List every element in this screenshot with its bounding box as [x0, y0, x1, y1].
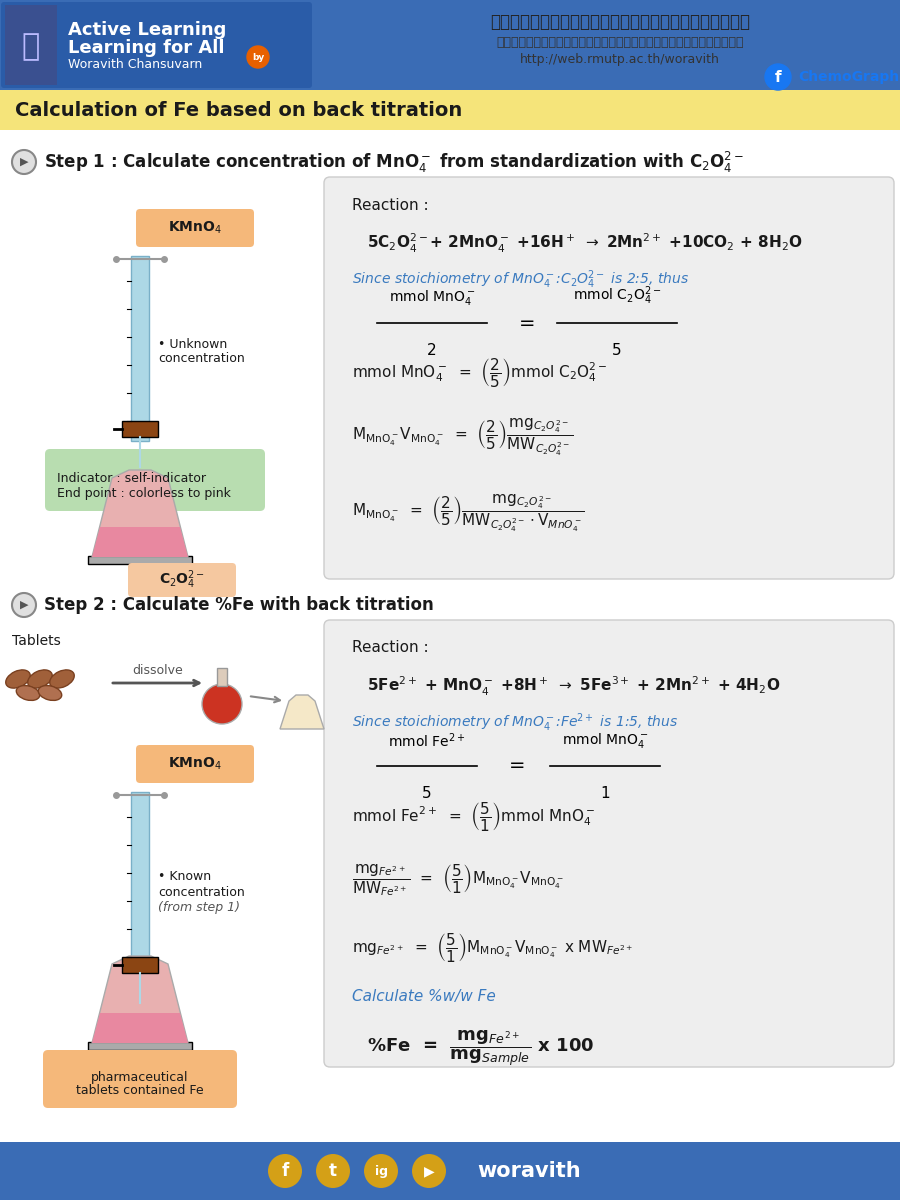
Circle shape	[247, 46, 269, 68]
Text: dissolve: dissolve	[132, 664, 184, 677]
Text: 1: 1	[600, 786, 610, 802]
Polygon shape	[92, 527, 188, 557]
Text: Step 1 : Calculate concentration of MnO$_4^-$ from standardization with C$_2$O$_: Step 1 : Calculate concentration of MnO$…	[44, 150, 744, 174]
Circle shape	[12, 593, 36, 617]
Ellipse shape	[412, 1154, 446, 1188]
Text: by: by	[252, 53, 264, 61]
Circle shape	[765, 64, 791, 90]
Text: คณะวิทยาศาสตร์และเทคโนโลยี: คณะวิทยาศาสตร์และเทคโนโลยี	[490, 13, 750, 31]
Ellipse shape	[39, 685, 62, 701]
Text: • Unknown: • Unknown	[158, 337, 227, 350]
Text: C$_2$O$_4^{2-}$: C$_2$O$_4^{2-}$	[159, 569, 205, 592]
Text: $\dfrac{\mathregular{mg}_{Fe^{2+}}}{\mathregular{MW}_{Fe^{2+}}}$  =  $\left(\dfr: $\dfrac{\mathregular{mg}_{Fe^{2+}}}{\mat…	[352, 862, 564, 898]
Text: =: =	[508, 756, 526, 775]
Text: Reaction :: Reaction :	[352, 641, 428, 655]
Ellipse shape	[50, 670, 75, 688]
Ellipse shape	[316, 1154, 350, 1188]
FancyBboxPatch shape	[217, 668, 227, 686]
Text: End point : colorless to pink: End point : colorless to pink	[57, 487, 231, 500]
Text: concentration: concentration	[158, 886, 245, 899]
Text: • Known: • Known	[158, 870, 211, 883]
Ellipse shape	[16, 685, 40, 701]
FancyBboxPatch shape	[1, 2, 312, 88]
FancyBboxPatch shape	[122, 421, 158, 437]
FancyBboxPatch shape	[0, 1142, 900, 1200]
FancyBboxPatch shape	[131, 256, 149, 440]
Text: mmol Fe$^{2+}$: mmol Fe$^{2+}$	[388, 731, 466, 750]
Circle shape	[12, 150, 36, 174]
Text: Since stoichiometry of MnO$_4^-$:Fe$^{2+}$ is 1:5, thus: Since stoichiometry of MnO$_4^-$:Fe$^{2+…	[352, 712, 679, 734]
Polygon shape	[280, 695, 324, 728]
Text: KMnO$_4$: KMnO$_4$	[168, 756, 222, 773]
FancyBboxPatch shape	[0, 0, 900, 90]
Polygon shape	[92, 470, 188, 557]
Ellipse shape	[268, 1154, 302, 1188]
Text: Tablets: Tablets	[12, 634, 61, 648]
Text: http://web.rmutp.ac.th/woravith: http://web.rmutp.ac.th/woravith	[520, 54, 720, 66]
Text: M$_{\mathregular{MnO_4^-}}$  =  $\left(\dfrac{2}{5}\right)\dfrac{\mathregular{mg: M$_{\mathregular{MnO_4^-}}$ = $\left(\df…	[352, 492, 585, 534]
FancyBboxPatch shape	[45, 449, 265, 511]
Text: M$_{\mathregular{MnO_4^-}}$V$_{\mathregular{MnO_4^-}}$  =  $\left(\dfrac{2}{5}\r: M$_{\mathregular{MnO_4^-}}$V$_{\mathregu…	[352, 416, 573, 457]
Text: ▶: ▶	[20, 600, 28, 610]
Text: mmol MnO$_4^-$: mmol MnO$_4^-$	[562, 731, 648, 750]
Text: concentration: concentration	[158, 353, 245, 366]
Text: ig: ig	[374, 1164, 388, 1177]
Ellipse shape	[28, 670, 52, 688]
Text: f: f	[282, 1162, 289, 1180]
Text: 5Fe$^{2+}$ + MnO$_4^-$ +8H$^+$ $\rightarrow$ 5Fe$^{3+}$ + 2Mn$^{2+}$ + 4H$_2$O: 5Fe$^{2+}$ + MnO$_4^-$ +8H$^+$ $\rightar…	[367, 674, 780, 697]
Text: Active Learning: Active Learning	[68, 20, 227, 38]
Polygon shape	[92, 956, 188, 1043]
Text: KMnO$_4$: KMnO$_4$	[168, 220, 222, 236]
Text: mmol MnO$_4^-$  =  $\left(\dfrac{2}{5}\right)$mmol C$_2$O$_4^{2-}$: mmol MnO$_4^-$ = $\left(\dfrac{2}{5}\rig…	[352, 356, 608, 390]
Ellipse shape	[5, 670, 31, 688]
FancyBboxPatch shape	[136, 209, 254, 247]
Text: mmol C$_2$O$_4^{2-}$: mmol C$_2$O$_4^{2-}$	[572, 284, 662, 307]
Text: (from step 1): (from step 1)	[158, 900, 240, 913]
Text: ▶: ▶	[424, 1164, 435, 1178]
FancyBboxPatch shape	[324, 176, 894, 578]
Text: pharmaceutical: pharmaceutical	[91, 1070, 189, 1084]
Text: mmol MnO$_4^-$: mmol MnO$_4^-$	[389, 288, 475, 307]
Text: tablets contained Fe: tablets contained Fe	[76, 1085, 203, 1098]
Text: Indicator : self-indicator: Indicator : self-indicator	[57, 472, 206, 485]
Polygon shape	[92, 1013, 188, 1043]
FancyBboxPatch shape	[5, 5, 57, 85]
Text: 2: 2	[428, 343, 436, 358]
Text: Calculate %w/w Fe: Calculate %w/w Fe	[352, 989, 496, 1003]
Text: Reaction :: Reaction :	[352, 198, 428, 212]
Text: =: =	[518, 313, 536, 332]
Text: ChemoGraphics: ChemoGraphics	[798, 70, 900, 84]
Text: Step 2 : Calculate %Fe with back titration: Step 2 : Calculate %Fe with back titrati…	[44, 596, 434, 614]
Text: Calculation of Fe based on back titration: Calculation of Fe based on back titratio…	[15, 101, 463, 120]
Text: 5: 5	[612, 343, 622, 358]
Text: Woravith Chansuvarn: Woravith Chansuvarn	[68, 59, 202, 72]
Text: Since stoichiometry of MnO$_4^-$:C$_2$O$_4^{2-}$ is 2:5, thus: Since stoichiometry of MnO$_4^-$:C$_2$O$…	[352, 269, 689, 292]
Text: woravith: woravith	[477, 1162, 580, 1181]
Circle shape	[202, 684, 242, 724]
FancyBboxPatch shape	[136, 745, 254, 782]
Text: f: f	[775, 70, 781, 84]
Text: %Fe  =  $\dfrac{\mathregular{mg}_{Fe^{2+}}}{\mathregular{mg}_{Sample}}$ x 100: %Fe = $\dfrac{\mathregular{mg}_{Fe^{2+}}…	[367, 1028, 594, 1068]
Text: mmol Fe$^{2+}$  =  $\left(\dfrac{5}{1}\right)$mmol MnO$_4^-$: mmol Fe$^{2+}$ = $\left(\dfrac{5}{1}\rig…	[352, 799, 596, 833]
FancyBboxPatch shape	[122, 958, 158, 973]
Text: ▶: ▶	[20, 157, 28, 167]
Text: 5: 5	[422, 786, 432, 802]
FancyBboxPatch shape	[88, 556, 192, 564]
Text: mg$_{Fe^{2+}}$  =  $\left(\dfrac{5}{1}\right)$M$_{\mathregular{MnO_4^-}}$V$_{\ma: mg$_{Fe^{2+}}$ = $\left(\dfrac{5}{1}\rig…	[352, 931, 634, 965]
Text: 5C$_2$O$_4^{2-}$+ 2MnO$_4^-$ +16H$^+$ $\rightarrow$ 2Mn$^{2+}$ +10CO$_2$ + 8H$_2: 5C$_2$O$_4^{2-}$+ 2MnO$_4^-$ +16H$^+$ $\…	[367, 232, 803, 254]
FancyBboxPatch shape	[0, 90, 900, 130]
FancyBboxPatch shape	[128, 563, 236, 596]
Text: มหาวิทยาลัยเทคโนโลยีราชมงคลพระนคร: มหาวิทยาลัยเทคโนโลยีราชมงคลพระนคร	[496, 36, 743, 48]
Ellipse shape	[364, 1154, 398, 1188]
Text: 👤: 👤	[22, 32, 40, 61]
Text: Learning for All: Learning for All	[68, 38, 224, 56]
Text: t: t	[329, 1162, 337, 1180]
FancyBboxPatch shape	[88, 1042, 192, 1050]
FancyBboxPatch shape	[131, 792, 149, 977]
FancyBboxPatch shape	[324, 620, 894, 1067]
FancyBboxPatch shape	[43, 1050, 237, 1108]
